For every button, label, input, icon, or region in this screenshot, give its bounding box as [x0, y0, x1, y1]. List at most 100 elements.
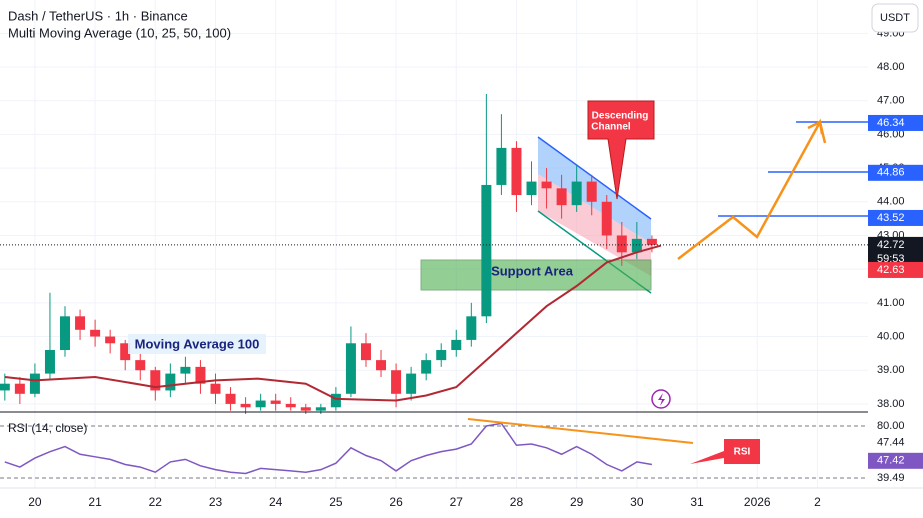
candle-body: [616, 235, 627, 253]
x-tick-label: 24: [269, 495, 283, 509]
candle-body: [631, 238, 642, 253]
x-tick-label: 26: [389, 495, 403, 509]
support-label: Support Area: [491, 263, 574, 278]
rsi-callout-label: RSI: [734, 447, 751, 458]
y-tick-label: 47.00: [877, 95, 905, 107]
grid: [0, 0, 868, 488]
support-area: [420, 259, 652, 291]
candle-body: [541, 181, 552, 189]
y-tick-label: 40.00: [877, 330, 905, 342]
currency-button[interactable]: [871, 3, 919, 33]
candle-body: [345, 343, 356, 394]
price-label: 43.52: [877, 212, 905, 224]
price-label-box: [868, 209, 923, 226]
candle-body: [646, 238, 657, 245]
candle-body: [391, 370, 402, 394]
candle-body: [300, 407, 311, 411]
x-tick-label: 27: [450, 495, 464, 509]
candle-body: [90, 329, 101, 337]
price-label-box: [868, 261, 923, 278]
candle-body: [75, 316, 86, 330]
rsi-callout: [690, 439, 760, 464]
current-price-label: 42.72: [877, 239, 905, 251]
candle-body: [120, 343, 131, 361]
candle-body: [586, 181, 597, 202]
x-tick-label: 2: [814, 495, 821, 509]
x-tick-label: 20: [28, 495, 42, 509]
price-label: 44.86: [877, 167, 905, 179]
y-tick-label: 41.00: [877, 297, 905, 309]
candle-body: [496, 147, 507, 185]
candle-body: [511, 147, 522, 196]
x-tick-label: 29: [570, 495, 584, 509]
candle-body: [270, 400, 281, 404]
rsi-line: [4, 422, 653, 475]
x-tick-label: 30: [630, 495, 644, 509]
candle-body: [481, 184, 492, 317]
rsi-trendline: [467, 418, 694, 444]
candle-body: [376, 360, 387, 371]
y-tick-label: 80.00: [877, 420, 905, 432]
candle-body: [29, 373, 40, 394]
chart-subtitle: Multi Moving Average (10, 25, 50, 100): [8, 25, 231, 40]
arrow-head: [807, 120, 824, 135]
candle-body: [255, 400, 266, 408]
candle-body: [436, 350, 447, 361]
channel-label: Channel: [591, 122, 631, 133]
price-label: 46.34: [877, 117, 905, 129]
candle-body: [60, 316, 71, 351]
rsi-value-label: 47.42: [877, 455, 905, 467]
candle-body: [601, 201, 612, 236]
ma-label-box: [128, 334, 266, 354]
rsi-value-box: [868, 434, 923, 451]
candle-body: [180, 366, 191, 374]
rsi-value-label: 47.44: [877, 437, 905, 449]
candle-body: [285, 403, 296, 408]
candle-body: [195, 366, 206, 384]
price-label-box: [868, 114, 923, 131]
y-tick-label: 39.00: [877, 364, 905, 376]
current-price-box: [868, 236, 923, 267]
candle-body: [105, 336, 116, 344]
event-icon-bolt: [658, 393, 665, 406]
x-tick-label: 28: [510, 495, 524, 509]
candle-body: [466, 316, 477, 340]
x-tick-label: 31: [690, 495, 704, 509]
price-label-box: [868, 164, 923, 181]
x-tick-label: 22: [149, 495, 163, 509]
marks: [0, 93, 868, 475]
y-tick-label: 48.00: [877, 61, 905, 73]
y-tick-label: 44.00: [877, 196, 905, 208]
rsi-title: RSI (14, close): [8, 421, 87, 435]
candle-body: [150, 370, 161, 391]
candle-body: [14, 383, 25, 394]
candle-body: [165, 373, 176, 391]
candle-body: [571, 181, 582, 206]
candle-body: [330, 393, 341, 408]
y-tick-label: 38.00: [877, 398, 905, 410]
y-tick-label: 39.49: [877, 472, 905, 484]
channel-top: [537, 136, 652, 220]
channel-callout: [587, 100, 655, 200]
x-tick-label: 2026: [744, 495, 771, 509]
candle-body: [135, 360, 146, 371]
candle-body: [421, 360, 432, 374]
channel-label: Descending: [592, 111, 649, 122]
candle-body: [44, 350, 55, 374]
price-label: 42.63: [877, 264, 905, 276]
moving-average: [4, 244, 662, 402]
candle-body: [210, 383, 221, 394]
ma-label: Moving Average 100: [135, 336, 260, 351]
chart-title: Dash / TetherUS · 1h · Binance: [8, 8, 188, 23]
x-tick-label: 21: [88, 495, 102, 509]
candle-body: [556, 188, 567, 206]
candle-body: [451, 339, 462, 351]
y-tick-label: 46.00: [877, 128, 905, 140]
axis: 38.0039.0040.0041.0042.0043.0044.0045.00…: [28, 27, 923, 509]
candle-body: [406, 373, 417, 394]
candle-body: [360, 343, 371, 361]
currency-label: USDT: [880, 12, 910, 24]
rsi-value-box: [868, 452, 923, 469]
